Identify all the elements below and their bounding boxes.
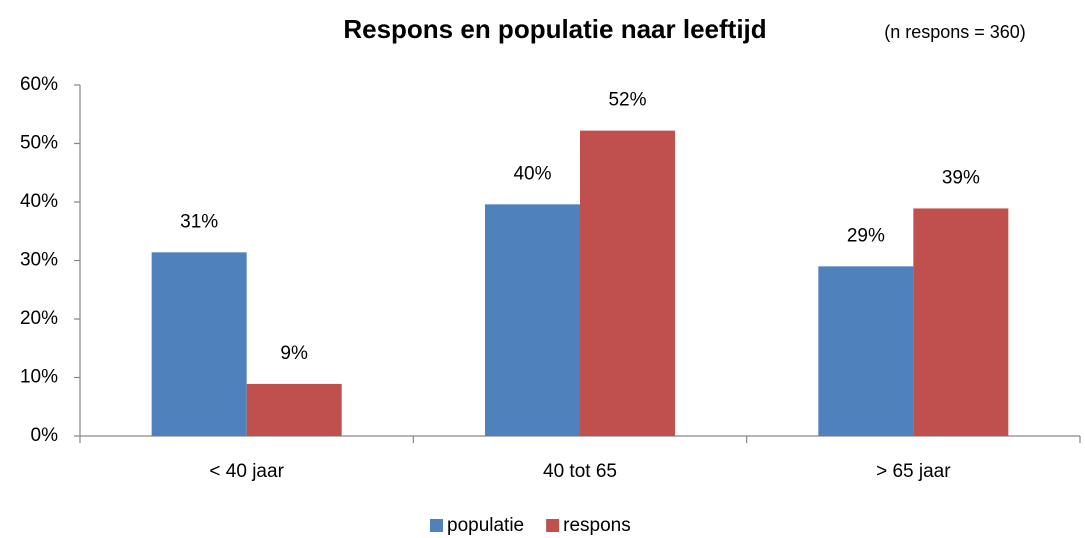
- y-tick-label: 50%: [20, 133, 58, 154]
- value-label: 40%: [513, 163, 551, 184]
- legend-swatch: [430, 519, 443, 532]
- value-label: 31%: [180, 211, 218, 232]
- x-tick-label: > 65 jaar: [876, 461, 951, 482]
- y-tick-label: 20%: [20, 308, 58, 329]
- bar: [913, 208, 1009, 436]
- x-tick-label: < 40 jaar: [209, 461, 284, 482]
- bar: [485, 204, 580, 436]
- value-label: 29%: [847, 225, 885, 246]
- bar: [818, 266, 914, 436]
- y-tick-label: 30%: [20, 250, 58, 271]
- legend-label: populatie: [447, 515, 524, 536]
- x-tick-label: 40 tot 65: [543, 461, 617, 482]
- y-tick-label: 40%: [20, 191, 58, 212]
- y-tick-label: 0%: [31, 425, 59, 446]
- chart-title: Respons en populatie naar leeftijd: [343, 14, 766, 44]
- legend-label: respons: [563, 515, 631, 536]
- value-label: 52%: [608, 90, 646, 111]
- bar: [246, 383, 342, 436]
- bar: [580, 130, 675, 436]
- value-label: 39%: [942, 167, 980, 188]
- y-tick-label: 10%: [20, 367, 58, 388]
- legend-swatch: [546, 519, 560, 532]
- y-tick-label: 60%: [20, 74, 58, 95]
- bar: [151, 252, 247, 436]
- chart-subtitle: (n respons = 360): [884, 22, 1026, 42]
- value-label: 9%: [280, 343, 308, 364]
